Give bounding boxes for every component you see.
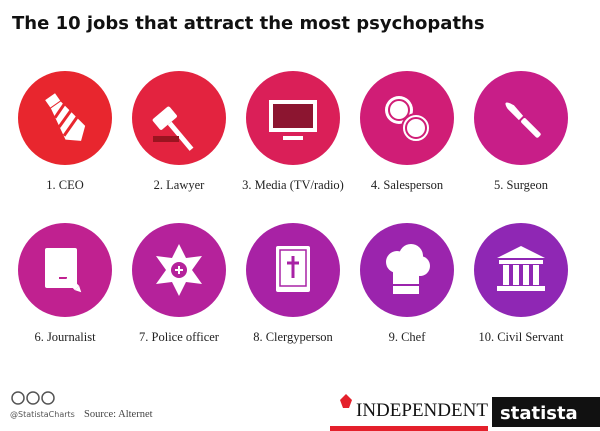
- icon-book: [276, 246, 310, 292]
- icons: [45, 93, 545, 296]
- job-label: 8. Clergyperson: [253, 330, 333, 344]
- icon-circle: [132, 71, 226, 165]
- icon-tie: [45, 93, 86, 141]
- icon-badge: [156, 244, 202, 296]
- partner-bar: [330, 426, 488, 431]
- title: The 10 jobs that attract the most psycho…: [12, 13, 485, 34]
- job-label: 9. Chef: [389, 330, 427, 344]
- brand-box: [492, 397, 600, 427]
- partner-logo: [340, 394, 352, 408]
- job-label: 7. Police officer: [139, 330, 220, 344]
- job-label: 10. Civil Servant: [478, 330, 564, 344]
- icon-coins: [385, 96, 431, 143]
- icon-circle: [474, 71, 568, 165]
- icon-gavel: [152, 106, 194, 151]
- icon-notepad: [45, 248, 82, 293]
- handle: @StatistaCharts: [10, 410, 75, 419]
- icon-tv: [269, 100, 317, 140]
- job-label: 5. Surgeon: [494, 178, 549, 192]
- icon-scalpel: [505, 102, 541, 138]
- license-icons: [11, 391, 55, 405]
- icon-building: [497, 246, 545, 291]
- job-label: 1. CEO: [46, 178, 84, 192]
- job-label: 2. Lawyer: [154, 178, 206, 192]
- icon-chef-hat: [386, 244, 430, 294]
- job-label: 6. Journalist: [34, 330, 96, 344]
- icon-circle: [474, 223, 568, 317]
- job-label: 4. Salesperson: [371, 178, 444, 192]
- source: Source: Alternet: [84, 409, 153, 420]
- brand: statista: [500, 403, 578, 424]
- partner: INDEPENDENT: [356, 400, 488, 421]
- job-label: 3. Media (TV/radio): [242, 178, 344, 192]
